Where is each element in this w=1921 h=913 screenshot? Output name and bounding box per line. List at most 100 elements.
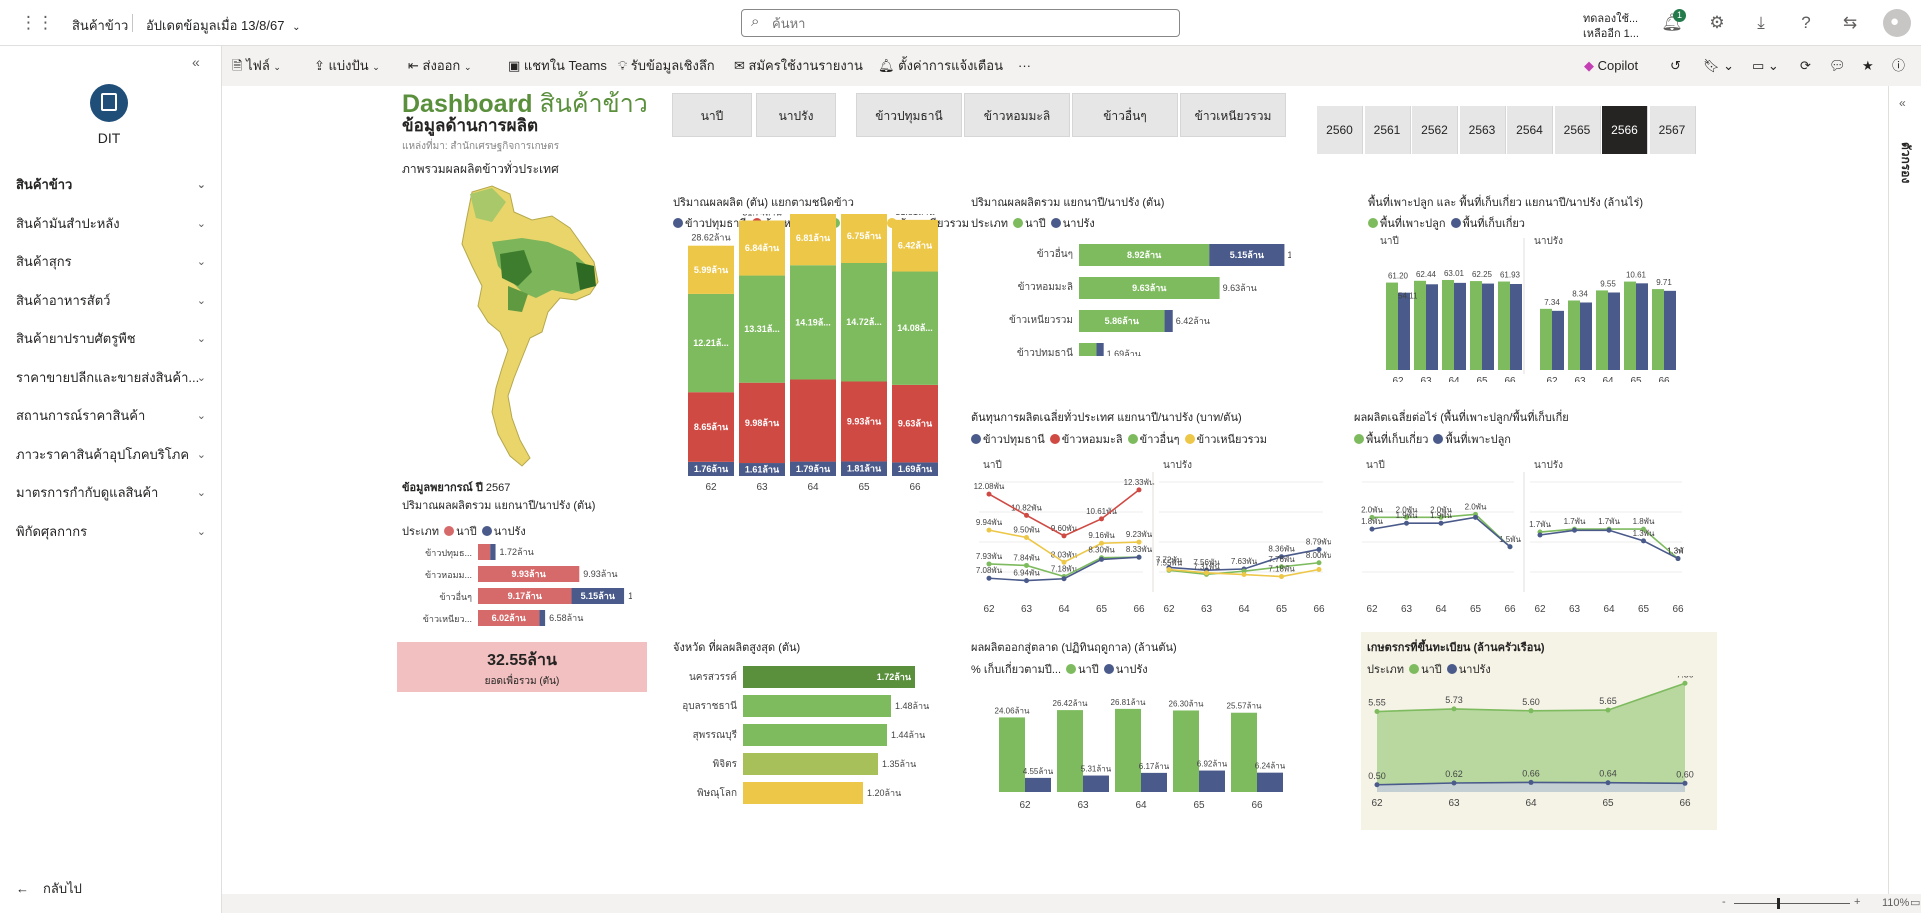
subscribe-button[interactable]: ✉ สมัครใช้งานรายงาน [734, 46, 863, 86]
year-slicer-item[interactable]: 2561 [1364, 106, 1411, 154]
info-icon[interactable]: ⓘ [1892, 58, 1906, 73]
back-button[interactable]: ← กลับไป [16, 878, 82, 899]
province-bar-chart[interactable]: นครสวรรค์ 1.72ล้านอุบลราชธานี 1.48ล้านสุพร… [673, 658, 973, 808]
year-slicer-item[interactable]: 2566 [1602, 106, 1648, 154]
x-tick-label: 64 [1603, 604, 1615, 615]
search-input[interactable] [772, 14, 1152, 32]
y-tick-label: ข้าวเหนียว... [423, 614, 472, 624]
sidebar-item[interactable]: ภาวะราคาสินค้าอุปโภคบริโภค ⌄ [0, 438, 218, 472]
reset-icon[interactable]: ↺ [1670, 58, 1681, 73]
sidebar-item[interactable]: สินค้าสุกร ⌄ [0, 245, 218, 279]
yield-legend: พื้นที่เก็บเกี่ยว พื้นที่เพาะปลูก [1354, 430, 1511, 448]
download-icon[interactable]: ⤓ [1757, 13, 1765, 32]
data-label: 7.56พัน [1193, 558, 1220, 567]
data-label: 61.93 [1500, 271, 1521, 280]
slicer-hom[interactable]: ข้าวหอมมะลิ [964, 93, 1070, 137]
sidebar-item-label: สถานการณ์ราคาสินค้า [16, 408, 146, 423]
collapse-icon[interactable]: « [192, 54, 200, 70]
stacked-bar-segment [841, 461, 887, 476]
chevron-down-icon: ⌄ [196, 294, 206, 307]
naphi-bar [999, 717, 1025, 792]
year-slicer-item[interactable]: 2565 [1554, 106, 1601, 154]
zoom-in-button[interactable]: + [1854, 896, 1861, 908]
sidebar-item[interactable]: สินค้าอาหารสัตว์ ⌄ [0, 284, 218, 318]
file-menu[interactable]: 🗎︎ ไฟล์ ⌄ [232, 46, 281, 86]
zoom-handle[interactable] [1777, 898, 1780, 909]
zoom-slider[interactable] [1734, 903, 1850, 904]
view-icon[interactable]: ▭ ⌄ [1752, 58, 1779, 73]
cost-line-chart[interactable]: นาปี 12.08พัน 10.82พัน 9.60พัน 10.61พัน 12.33… [971, 452, 1331, 622]
comment-icon[interactable]: 💬︎ [1829, 58, 1846, 73]
slicer-other[interactable]: ข้าวอื่นๆ [1072, 93, 1178, 137]
updated-dropdown[interactable]: อัปเดตข้อมูลเมื่อ 13/8/67 ⌄ [146, 15, 300, 36]
data-label: 5.99ล้าน [694, 265, 729, 275]
copilot-button[interactable]: ◆ Copilot [1584, 46, 1638, 86]
thailand-map[interactable] [452, 182, 602, 472]
fit-page-icon[interactable]: ▭ [1910, 897, 1921, 909]
x-tick-label: 65 [1276, 604, 1288, 615]
slicer-naprang[interactable]: นาปรัง [756, 93, 836, 137]
panel-label: นาปรัง [1534, 236, 1563, 247]
data-label: 13.31ล้... [744, 324, 780, 334]
app-launcher-icon[interactable]: ⋮⋮ [20, 13, 54, 32]
yield-line-chart[interactable]: นาปี 2.0พัน 2.0พัน 2.0พัน 2.0พัน 1.5พัน 1.8พัน… [1354, 452, 1684, 622]
year-slicer-item[interactable]: 2562 [1412, 106, 1458, 154]
x-tick-label: 62 [1534, 604, 1546, 615]
report-subtitle: ข้อมูลด้านการผลิต [402, 116, 539, 135]
sidebar-item[interactable]: พิกัดศุลกากร ⌄ [0, 515, 218, 549]
sidebar-item[interactable]: สถานการณ์ราคาสินค้า ⌄ [0, 399, 218, 433]
search-box[interactable]: ⌕ [741, 9, 1180, 37]
stacked-production-chart[interactable]: 1.76ล้าน 8.65ล้าน 12.21ล้... 5.99ล้าน 28.62ล… [668, 214, 968, 514]
sidebar-item[interactable]: สินค้ามันสำปะหลัง ⌄ [0, 207, 218, 241]
sidebar-item[interactable]: สินค้าข้าว ⌄ [0, 168, 218, 202]
hbar-segment [478, 566, 580, 582]
year-slicer-item[interactable]: 2567 [1649, 106, 1696, 154]
teams-button[interactable]: ▣ แชทใน Teams [508, 46, 607, 86]
favorite-icon[interactable]: ★ [1862, 58, 1874, 73]
share-network-icon[interactable]: ⇆ [1842, 13, 1858, 32]
trial-status[interactable]: ทดลองใช้... [1583, 13, 1639, 25]
slicer-naphi[interactable]: นาปี [672, 93, 752, 137]
year-slicer-item[interactable]: 2560 [1317, 106, 1363, 154]
slicer-glut[interactable]: ข้าวเหนียวรวม [1180, 93, 1286, 137]
area-chart[interactable]: นาปี 61.20 62 62.44 63 63.01 64 62.25 65 61.93 66 5… [1368, 232, 1678, 382]
avatar[interactable]: ● [1883, 9, 1911, 37]
alerts-button[interactable]: 🔔︎ ตั้งค่าการแจ้งเตือน [878, 46, 1003, 86]
expand-icon[interactable]: « [1899, 96, 1906, 110]
map-region-north [470, 188, 506, 222]
market-bar-chart[interactable]: 24.06ล้าน 4.55ล้าน 62 26.42ล้าน 5.31ล้าน 63 26… [971, 676, 1311, 816]
stacked-bar-segment [688, 293, 734, 393]
export-menu[interactable]: ⇤ ส่งออก ⌄ [408, 46, 471, 86]
gear-icon[interactable]: ⚙ [1709, 13, 1725, 32]
area-line [1376, 682, 1686, 713]
data-label: 1.69ล้าน [898, 464, 933, 474]
y-tick-label: ข้าวอื่นๆ [439, 590, 472, 602]
insights-button[interactable]: 💡︎ รับข้อมูลเชิงลึก [618, 46, 715, 86]
data-label: 24.06ล้าน [995, 706, 1030, 715]
slicer-pathum[interactable]: ข้าวปทุมธานี [856, 93, 962, 137]
bookmark-icon[interactable]: 🔖︎ ⌄ [1703, 58, 1735, 73]
app-title: สินค้าข้าว [72, 18, 129, 33]
refresh-icon[interactable]: ⟳ [1800, 58, 1811, 73]
season-bar-chart[interactable]: ข้าวอื่นๆ 8.92ล้าน 5.15ล้าน 14.08ล้านข้าวหอ… [971, 236, 1291, 356]
province-bar [743, 666, 915, 688]
report-canvas: Dashboard สินค้าข้าว ข้อมูลด้านการผลิต แ… [222, 86, 1888, 894]
year-slicer-item[interactable]: 2563 [1459, 106, 1506, 154]
data-label: 9.93ล้าน [512, 569, 547, 579]
sidebar-item[interactable]: ราคาขายปลีกและขายส่งสินค้า... ⌄ [0, 361, 218, 395]
share-menu[interactable]: ⇪ แบ่งปัน ⌄ [314, 46, 380, 86]
data-label: 1.7พัน [1529, 520, 1551, 529]
planted-bar [1386, 282, 1398, 370]
sidebar-item[interactable]: สินค้ายาปราบศัตรูพืช ⌄ [0, 322, 218, 356]
zoom-out-button[interactable]: - [1722, 896, 1726, 908]
year-slicer-item[interactable]: 2564 [1507, 106, 1553, 154]
data-label: 7.08พัน [976, 566, 1003, 575]
help-icon[interactable]: ? [1801, 13, 1811, 32]
x-tick-label: 66 [1313, 604, 1325, 615]
farmers-area-chart[interactable]: 5.55 5.73 5.60 5.65 7.50 0.50 0.62 0.66 0.64 0.60… [1361, 676, 1717, 826]
data-label: 25.57ล้าน [1227, 702, 1262, 711]
sidebar-item[interactable]: มาตรการกำกับดูแลสินค้า ⌄ [0, 476, 218, 510]
forecast-chart[interactable]: ข้าวปทุมธ... 1.72ล้านข้าวหอมม... 9.93ล้าน 9… [402, 538, 632, 638]
more-button[interactable]: ··· [1018, 58, 1031, 73]
filter-pane[interactable]: « ตัวกรอง [1888, 86, 1921, 894]
